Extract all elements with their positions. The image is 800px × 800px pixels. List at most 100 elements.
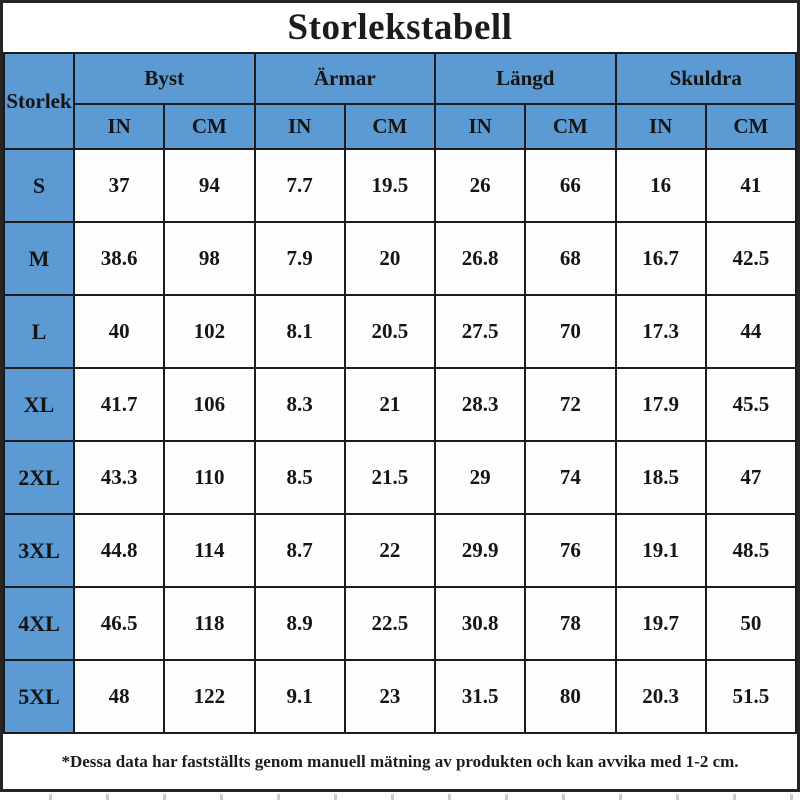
- group-header-byst: Byst: [73, 52, 256, 105]
- value-cell: 74: [524, 440, 617, 515]
- value-cell: 50: [704, 586, 798, 661]
- value-cell: 17.9: [614, 367, 707, 442]
- size-cell: 2XL: [3, 440, 75, 515]
- cropped-next-table-edge: [0, 794, 800, 800]
- value-cell: 17.3: [614, 294, 707, 369]
- size-table-body: S 37 94 7.7 19.5 26 66 16 41 M 38.6 98 7.9 20 26.8 68 16…: [3, 148, 798, 734]
- measurement-disclaimer: *Dessa data har fastställts genom manuel…: [61, 752, 739, 771]
- value-cell: 48.5: [704, 513, 798, 588]
- size-cell: XL: [3, 367, 75, 442]
- value-cell: 19.7: [614, 586, 707, 661]
- value-cell: 20.5: [343, 294, 437, 369]
- size-cell: 3XL: [3, 513, 75, 588]
- size-table: Storlek Byst Ärmar Längd Skuldra IN CM IN CM IN CM…: [3, 52, 798, 734]
- table-row: 5XL 48 122 9.1 23 31.5 80 20.3 51.5: [3, 659, 798, 734]
- value-cell: 78: [524, 586, 617, 661]
- value-cell: 44.8: [72, 513, 166, 588]
- value-cell: 42.5: [704, 221, 798, 296]
- value-cell: 76: [524, 513, 617, 588]
- value-cell: 40: [72, 294, 166, 369]
- group-header-skuldra: Skuldra: [614, 52, 797, 105]
- header-group-row: Storlek Byst Ärmar Längd Skuldra: [3, 52, 797, 150]
- value-cell: 22.5: [343, 586, 437, 661]
- unit-header-in: IN: [614, 103, 707, 150]
- value-cell: 46.5: [72, 586, 166, 661]
- value-cell: 94: [163, 148, 256, 223]
- value-cell: 45.5: [704, 367, 798, 442]
- value-cell: 27.5: [433, 294, 527, 369]
- value-cell: 7.7: [253, 148, 346, 223]
- value-cell: 20: [343, 221, 437, 296]
- value-cell: 8.9: [253, 586, 346, 661]
- value-cell: 47: [704, 440, 798, 515]
- size-cell: 5XL: [3, 659, 75, 734]
- value-cell: 19.5: [343, 148, 437, 223]
- group-header-ärmar: Ärmar: [253, 52, 436, 105]
- value-cell: 44: [704, 294, 798, 369]
- value-cell: 7.9: [253, 221, 346, 296]
- value-cell: 43.3: [72, 440, 166, 515]
- value-cell: 8.5: [253, 440, 346, 515]
- value-cell: 70: [524, 294, 617, 369]
- value-cell: 41: [704, 148, 798, 223]
- value-cell: 122: [163, 659, 256, 734]
- header-unit-row: IN CM IN CM IN CM IN CM: [4, 103, 798, 150]
- unit-header-cm: CM: [704, 103, 798, 150]
- value-cell: 48: [72, 659, 166, 734]
- unit-header-cm: CM: [163, 103, 256, 150]
- value-cell: 21.5: [343, 440, 437, 515]
- value-cell: 21: [343, 367, 437, 442]
- value-cell: 37: [72, 148, 166, 223]
- table-row: 3XL 44.8 114 8.7 22 29.9 76 19.1 48.5: [3, 513, 798, 588]
- value-cell: 16: [614, 148, 707, 223]
- value-cell: 98: [163, 221, 256, 296]
- size-cell: L: [3, 294, 75, 369]
- value-cell: 26: [433, 148, 527, 223]
- page-title: Storlekstabell: [287, 7, 513, 48]
- value-cell: 66: [524, 148, 617, 223]
- size-column-header: Storlek: [3, 52, 75, 150]
- value-cell: 110: [163, 440, 256, 515]
- value-cell: 30.8: [433, 586, 527, 661]
- value-cell: 51.5: [704, 659, 798, 734]
- table-row: L 40 102 8.1 20.5 27.5 70 17.3 44: [3, 294, 798, 369]
- value-cell: 18.5: [614, 440, 707, 515]
- value-cell: 118: [163, 586, 256, 661]
- value-cell: 29.9: [433, 513, 527, 588]
- value-cell: 23: [343, 659, 437, 734]
- table-row: 4XL 46.5 118 8.9 22.5 30.8 78 19.7 50: [3, 586, 798, 661]
- unit-header-in: IN: [72, 103, 166, 150]
- value-cell: 38.6: [72, 221, 166, 296]
- size-cell: S: [3, 148, 75, 223]
- value-cell: 9.1: [253, 659, 346, 734]
- value-cell: 20.3: [614, 659, 707, 734]
- size-cell: M: [3, 221, 75, 296]
- value-cell: 28.3: [433, 367, 527, 442]
- table-row: S 37 94 7.7 19.5 26 66 16 41: [3, 148, 798, 223]
- size-cell: 4XL: [3, 586, 75, 661]
- value-cell: 8.7: [253, 513, 346, 588]
- value-cell: 16.7: [614, 221, 707, 296]
- unit-header-in: IN: [433, 103, 527, 150]
- unit-header-in: IN: [253, 103, 346, 150]
- value-cell: 102: [163, 294, 256, 369]
- value-cell: 8.3: [253, 367, 346, 442]
- value-cell: 80: [524, 659, 617, 734]
- value-cell: 22: [343, 513, 437, 588]
- value-cell: 114: [163, 513, 256, 588]
- value-cell: 106: [163, 367, 256, 442]
- value-cell: 41.7: [72, 367, 166, 442]
- value-cell: 29: [433, 440, 527, 515]
- value-cell: 31.5: [433, 659, 527, 734]
- group-header-längd: Längd: [434, 52, 617, 105]
- table-row: M 38.6 98 7.9 20 26.8 68 16.7 42.5: [3, 221, 798, 296]
- unit-header-cm: CM: [524, 103, 617, 150]
- table-row: XL 41.7 106 8.3 21 28.3 72 17.9 45.5: [3, 367, 798, 442]
- table-row: 2XL 43.3 110 8.5 21.5 29 74 18.5 47: [3, 440, 798, 515]
- unit-header-cm: CM: [343, 103, 437, 150]
- size-table-header: Storlek Byst Ärmar Längd Skuldra IN CM IN CM IN CM…: [3, 52, 798, 150]
- value-cell: 19.1: [614, 513, 707, 588]
- value-cell: 72: [524, 367, 617, 442]
- value-cell: 8.1: [253, 294, 346, 369]
